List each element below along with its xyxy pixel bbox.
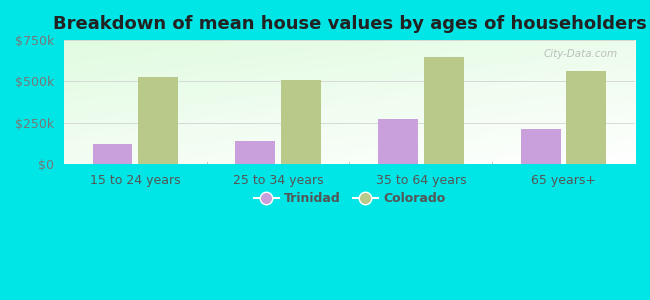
Bar — [138, 76, 178, 164]
Bar — [521, 130, 561, 164]
Legend: Trinidad, Colorado: Trinidad, Colorado — [249, 187, 450, 210]
Bar — [235, 141, 275, 164]
Text: City-Data.com: City-Data.com — [544, 49, 618, 59]
Bar — [92, 143, 133, 164]
Bar — [281, 80, 321, 164]
Bar — [424, 58, 463, 164]
Bar — [567, 71, 606, 164]
Title: Breakdown of mean house values by ages of householders: Breakdown of mean house values by ages o… — [53, 15, 646, 33]
Bar — [378, 119, 418, 164]
